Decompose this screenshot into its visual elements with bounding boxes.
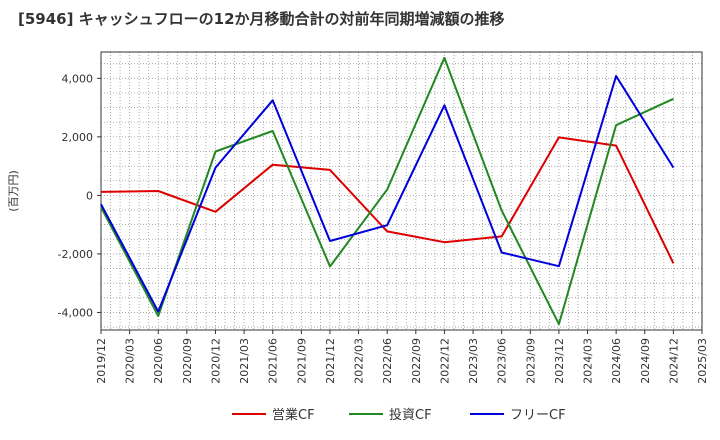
y-tick-label: 4,000 [62,72,94,85]
x-tick-label: 2023/09 [524,338,537,384]
x-tick-label: 2025/03 [696,338,709,384]
x-tick-label: 2020/06 [152,338,165,384]
x-tick-label: 2021/09 [295,338,308,384]
x-tick-label: 2020/09 [181,338,194,384]
x-tick-label: 2024/09 [639,338,652,384]
x-tick-label: 2020/12 [209,338,222,384]
y-axis-label: (百万円) [7,170,20,212]
y-tick-label: -4,000 [58,306,93,319]
x-tick-label: 2022/06 [381,338,394,384]
x-tick-label: 2024/12 [667,338,680,384]
series-line-投資CF [100,56,674,326]
x-tick-label: 2024/03 [582,338,595,384]
x-tick-label: 2021/12 [324,338,337,384]
x-tick-label: 2019/12 [95,338,108,384]
x-tick-label: 2023/03 [467,338,480,384]
series-line-フリーCF [100,75,675,313]
x-tick-label: 2020/03 [124,338,137,384]
y-tick-label: -2,000 [58,248,93,261]
x-tick-label: 2023/12 [553,338,566,384]
x-tick-label: 2022/03 [353,338,366,384]
x-tick-label: 2022/09 [410,338,423,384]
y-tick-label: 0 [86,189,93,202]
legend-label: 営業CF [272,407,315,423]
chart-title: [5946] キャッシュフローの12か月移動合計の対前年同期増減額の推移 [18,10,505,28]
plot-frame [100,51,703,331]
x-tick-label: 2021/06 [267,338,280,384]
x-tick-label: 2024/06 [610,338,623,384]
x-tick-label: 2022/12 [438,338,451,384]
y-tick-label: 2,000 [62,131,94,144]
x-tick-label: 2023/06 [496,338,509,384]
x-tick-label: 2021/03 [238,338,251,384]
legend-label: フリーCF [510,408,566,423]
legend-label: 投資CF [389,407,432,423]
